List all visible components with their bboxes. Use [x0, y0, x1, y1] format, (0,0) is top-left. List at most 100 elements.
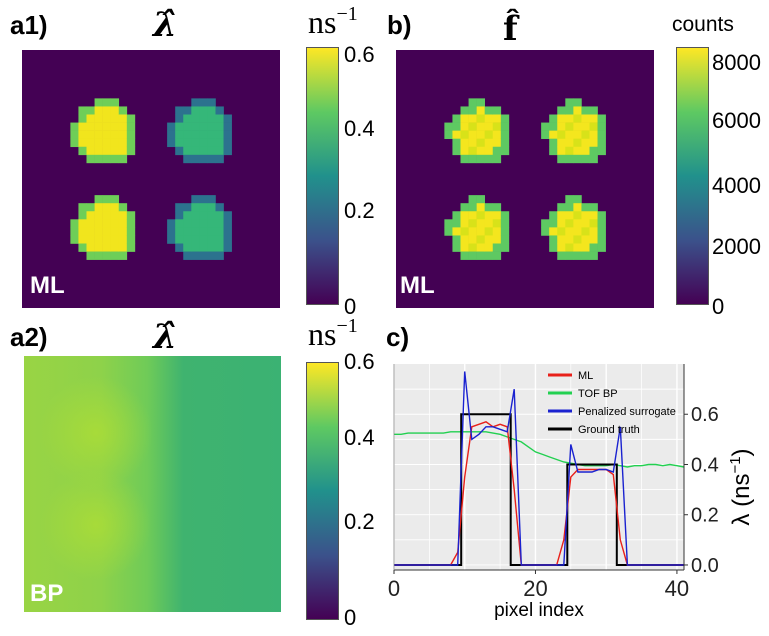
- blob-pixel: [476, 251, 485, 260]
- blob-pixel: [94, 98, 103, 107]
- blob-pixel: [110, 130, 120, 139]
- blob-pixel: [223, 114, 232, 123]
- blob-pixel: [484, 251, 494, 260]
- blob-pixel: [175, 122, 184, 131]
- blob-pixel: [460, 251, 469, 260]
- blob-pixel: [223, 122, 232, 131]
- blob-pixel: [557, 203, 566, 212]
- blob-pixel: [175, 219, 184, 228]
- blob-pixel: [207, 122, 216, 131]
- blob-pixel: [102, 114, 111, 123]
- blob-pixel: [70, 122, 79, 131]
- blob-pixel: [199, 235, 208, 244]
- blob-pixel: [565, 98, 574, 107]
- blob-pixel: [589, 203, 598, 212]
- blob-pixel: [207, 227, 216, 236]
- blob-pixel: [476, 130, 485, 139]
- blob-pixel: [199, 195, 208, 204]
- legend-label: Penalized surrogate: [578, 406, 676, 418]
- blob-pixel: [557, 227, 566, 236]
- blob-pixel: [565, 235, 574, 244]
- blob-pixel: [597, 146, 606, 156]
- blob-pixel: [94, 243, 103, 252]
- blob-pixel: [500, 122, 510, 131]
- blob-pixel: [573, 138, 582, 148]
- blob-pixel: [207, 243, 216, 252]
- blob-pixel: [460, 154, 469, 164]
- blob-pixel: [484, 122, 494, 131]
- blob-pixel: [444, 227, 453, 236]
- blob-pixel: [597, 243, 606, 252]
- blob-pixel: [70, 227, 79, 236]
- blob-pixel: [460, 122, 469, 131]
- y-tick-label: 0.0: [691, 555, 719, 577]
- blob-pixel: [110, 122, 120, 131]
- series-lines: [394, 371, 685, 566]
- blob-pixel: [110, 138, 120, 148]
- cbar-b-tick-2: 4000: [712, 173, 761, 198]
- blob-pixel: [199, 219, 208, 228]
- blob-pixel: [183, 106, 192, 115]
- blob-pixel: [484, 227, 494, 236]
- blob-pixel: [183, 219, 192, 228]
- blob-pixel: [468, 146, 477, 156]
- blob-pixel: [191, 219, 200, 228]
- blob-pixel: [581, 251, 590, 260]
- blob-pixel: [581, 146, 590, 156]
- blob-pixel: [565, 251, 574, 260]
- blob-pixel: [476, 203, 485, 212]
- blob-pixel: [86, 122, 95, 131]
- blob-pixel: [126, 211, 136, 220]
- blob-pixel: [183, 146, 192, 156]
- blob-pixel: [223, 235, 232, 244]
- blob-pixel: [492, 211, 502, 220]
- blob-pixel: [86, 130, 95, 139]
- blob-pixel: [452, 219, 461, 228]
- blob-pixel: [476, 211, 485, 220]
- blob-pixel: [476, 146, 485, 156]
- blob-pixel: [183, 243, 192, 252]
- blob-pixel: [549, 146, 558, 156]
- blob-pixel: [541, 219, 550, 228]
- blob-pixel: [102, 235, 111, 244]
- blob-pixel: [78, 106, 87, 115]
- blob-pixel: [191, 130, 200, 139]
- blob-pixel: [573, 203, 582, 212]
- blob-pixel: [215, 154, 224, 164]
- blob-pixel: [183, 154, 192, 164]
- blob-pixel: [549, 235, 558, 244]
- blob-pixel: [102, 227, 111, 236]
- blob-pixel: [557, 130, 566, 139]
- blob-pixel: [460, 219, 469, 228]
- blob-pixel: [191, 243, 200, 252]
- blob-pixel: [492, 114, 502, 123]
- blob-pixel: [207, 146, 216, 156]
- blob-pixel: [500, 138, 510, 148]
- cbar-a2-tick-2: 0.2: [344, 509, 375, 534]
- blob-pixel: [573, 211, 582, 220]
- profile-chart: 0 20 400.0 0.2 0.4 0.6 ML TOF BP Penalized surr…: [388, 364, 755, 621]
- blob-pixel: [597, 227, 606, 236]
- blob-pixel: [476, 235, 485, 244]
- blob-pixel: [94, 203, 103, 212]
- blob-pixel: [191, 154, 200, 164]
- blob-pixel: [86, 243, 95, 252]
- cbar-a2-tick-0: 0.6: [344, 349, 375, 374]
- cbar-a1-tick-0: 0.6: [344, 42, 375, 67]
- blob-pixel: [102, 203, 111, 212]
- cbar-b-tick-3: 2000: [712, 234, 761, 259]
- blob-pixel: [215, 122, 224, 131]
- blob-pixel: [476, 219, 485, 228]
- blob-pixel: [118, 114, 128, 123]
- blob-pixel: [565, 114, 574, 123]
- blob-pixel: [573, 235, 582, 244]
- blob-pixel: [565, 195, 574, 204]
- blob-pixel: [94, 219, 103, 228]
- blob-pixel: [94, 227, 103, 236]
- blob-pixel: [468, 114, 477, 123]
- legend-label: ML: [578, 370, 593, 382]
- blob-pixel: [102, 243, 111, 252]
- blob-pixel: [86, 114, 95, 123]
- blob-pixel: [86, 146, 95, 156]
- blob-pixel: [70, 138, 79, 148]
